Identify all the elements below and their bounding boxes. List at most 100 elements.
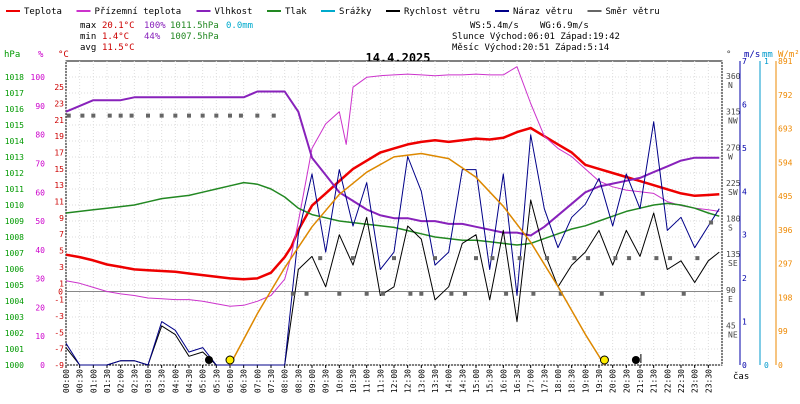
wind-dir-point (517, 256, 522, 261)
tick-percent: 30 (35, 275, 45, 284)
moonrise-marker (631, 356, 640, 364)
x-tick-label: 22:00 (663, 369, 672, 393)
x-tick-label: 21:00 (636, 369, 645, 393)
unit-wm2: W/m² (778, 50, 800, 60)
tick-compass: E (728, 295, 733, 304)
tick-hpa: 1014 (5, 137, 24, 146)
tick-celsius: 13 (54, 181, 64, 190)
wind-dir-point (599, 291, 604, 296)
x-tick-label: 15:30 (486, 369, 495, 393)
stat-min-label: min (80, 32, 96, 42)
x-tick-label: 03:30 (158, 369, 167, 393)
series-Vlhkost (65, 90, 720, 237)
tick-celsius: 21 (54, 116, 64, 125)
plot-frame (65, 60, 723, 366)
x-tick-label: 08:30 (294, 369, 303, 393)
wind-dir-point (668, 256, 673, 261)
x-tick-label: 20:00 (609, 369, 618, 393)
wind-dir-point (531, 291, 536, 296)
tick-ms: 4 (742, 187, 747, 196)
tick-celsius: -1 (54, 296, 64, 305)
tick-compass: W (728, 152, 733, 161)
x-tick-label: 07:30 (267, 369, 276, 393)
x-tick-label: 00:30 (76, 369, 85, 393)
x-tick-label: 05:30 (212, 369, 221, 393)
wind-dir-point (613, 256, 618, 261)
x-tick-label: 14:30 (458, 369, 467, 393)
tick-ms: 1 (742, 318, 747, 327)
x-tick-label: 15:00 (472, 369, 481, 393)
tick-wm2: 396 (778, 226, 793, 235)
moonset-marker (204, 356, 213, 364)
x-tick-label: 11:30 (376, 369, 385, 393)
x-tick-label: 18:30 (568, 369, 577, 393)
x-tick-label: 16:00 (499, 369, 508, 393)
x-tick-label: 04:00 (171, 369, 180, 393)
wind-dir-point (187, 113, 191, 118)
wind-dir-point (558, 291, 563, 296)
tick-celsius: -5 (54, 328, 64, 337)
wind-dir-point (474, 256, 478, 261)
tick-hpa: 1003 (5, 313, 24, 322)
tick-compass: N (728, 81, 733, 90)
tick-dir: 45 (726, 321, 736, 330)
tick-hpa: 1004 (5, 297, 24, 306)
wind-dir-point (449, 291, 454, 296)
tick-hpa: 1015 (5, 121, 24, 130)
stats-block: max 20.1°C 100% 1011.5hPa 0.0mm min 1.4°… (80, 21, 620, 53)
wind-dir-point (681, 291, 686, 296)
tick-ms: 3 (742, 231, 747, 240)
tick-percent: 40 (35, 246, 45, 255)
wind-dir-point (337, 291, 342, 296)
legend-item: Směr větru (606, 7, 660, 17)
tick-hpa: 1017 (5, 89, 24, 98)
tick-mm: 1 (764, 57, 769, 66)
sunrise-marker (225, 355, 235, 365)
tick-percent: 50 (35, 217, 45, 226)
stat-min-temp: 1.4°C (102, 32, 129, 42)
tick-celsius: 23 (54, 99, 64, 108)
tick-wm2: 693 (778, 125, 793, 134)
tick-wm2: 198 (778, 293, 793, 302)
tick-hpa: 1006 (5, 265, 24, 274)
tick-celsius: -3 (54, 312, 64, 321)
plot-area (65, 60, 723, 366)
tick-percent: 60 (35, 188, 45, 197)
tick-celsius: -9 (54, 361, 64, 370)
wind-dir-point (351, 256, 355, 261)
wind-dir-point (118, 113, 123, 118)
x-tick-label: 12:00 (390, 369, 399, 393)
grid: 0 (58, 61, 723, 366)
legend-item: Teplota (24, 7, 62, 17)
tick-wm2: 594 (778, 158, 793, 167)
wind-dir-point (627, 256, 632, 261)
series-Náraz větru (65, 121, 720, 366)
tick-dir: 135 (726, 250, 741, 259)
tick-celsius: 9 (59, 214, 64, 223)
x-tick-label: 17:30 (540, 369, 549, 393)
tick-wm2: 792 (778, 91, 793, 100)
stat-moon: Měsíc Východ:20:51 Západ:5:14 (452, 43, 609, 53)
tick-hpa: 1002 (5, 329, 24, 338)
x-tick-label: 17:00 (527, 369, 536, 393)
tick-hpa: 1007 (5, 249, 24, 258)
wind-dir-point (146, 113, 150, 118)
tick-hpa: 1013 (5, 153, 24, 162)
x-tick-label: 16:30 (513, 369, 522, 393)
x-tick-label: 07:00 (253, 369, 262, 393)
x-tick-label: 18:00 (554, 369, 563, 393)
tick-compass: S (728, 224, 733, 233)
x-tick-label: 03:00 (144, 369, 153, 393)
stat-max-label: max (80, 21, 97, 31)
tick-wm2: 495 (778, 192, 793, 201)
tick-celsius: 25 (54, 83, 64, 92)
wind-dir-point (318, 256, 323, 261)
unit-degree: ° (726, 50, 731, 60)
wind-dir-point (66, 113, 71, 118)
legend-item: Rychlost větru (404, 7, 480, 17)
wind-dir-point (228, 113, 232, 118)
unit-percent: % (38, 50, 44, 60)
x-tick-label: 02:30 (130, 369, 139, 393)
legend-item: Tlak (285, 7, 307, 17)
